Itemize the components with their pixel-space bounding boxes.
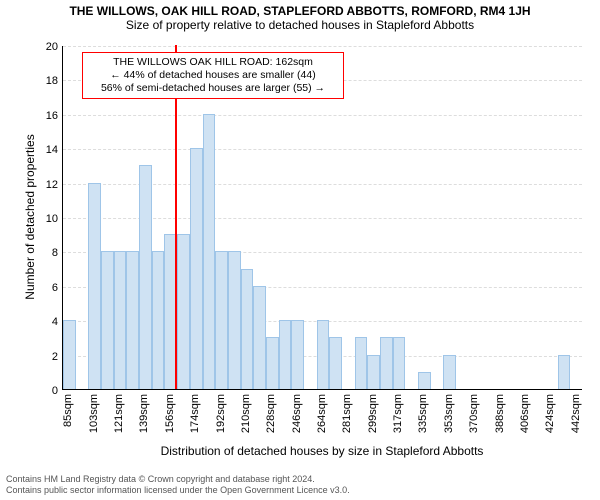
histogram-bar: [177, 234, 190, 389]
histogram-bar: [228, 251, 241, 389]
x-tick-label: 370sqm: [468, 394, 480, 433]
annotation-line: ← 44% of detached houses are smaller (44…: [88, 69, 338, 82]
x-tick-label: 139sqm: [138, 394, 150, 433]
x-tick-label: 335sqm: [417, 394, 429, 433]
attribution-line-1: Contains HM Land Registry data © Crown c…: [6, 474, 594, 485]
x-tick-label: 264sqm: [316, 394, 328, 433]
histogram-bar: [279, 320, 292, 389]
x-tick-label: 424sqm: [544, 394, 556, 433]
histogram-bar: [393, 337, 406, 389]
x-tick-label: 156sqm: [164, 394, 176, 433]
x-axis-title: Distribution of detached houses by size …: [62, 444, 582, 458]
x-tick-label: 281sqm: [341, 394, 353, 433]
histogram-bar: [317, 320, 330, 389]
histogram-bar: [291, 320, 304, 389]
x-tick-label: 210sqm: [240, 394, 252, 433]
gridline: [63, 46, 582, 47]
gridline: [63, 149, 582, 150]
x-tick-label: 246sqm: [291, 394, 303, 433]
histogram-bar: [63, 320, 76, 389]
x-tick-label: 353sqm: [443, 394, 455, 433]
histogram-bar: [215, 251, 228, 389]
histogram-bar: [139, 165, 152, 389]
x-tick-label: 174sqm: [189, 394, 201, 433]
x-tick-label: 103sqm: [88, 394, 100, 433]
x-tick-label: 317sqm: [392, 394, 404, 433]
annotation-line: THE WILLOWS OAK HILL ROAD: 162sqm: [88, 56, 338, 69]
histogram-chart: 0246810121416182085sqm103sqm121sqm139sqm…: [0, 0, 600, 500]
histogram-bar: [418, 372, 431, 389]
histogram-bar: [329, 337, 342, 389]
x-tick-label: 388sqm: [494, 394, 506, 433]
x-tick-label: 121sqm: [113, 394, 125, 433]
histogram-bar: [88, 183, 101, 389]
histogram-bar: [152, 251, 165, 389]
histogram-bar: [241, 269, 254, 389]
histogram-bar: [101, 251, 114, 389]
histogram-bar: [203, 114, 216, 389]
x-tick-label: 442sqm: [570, 394, 582, 433]
x-tick-label: 228sqm: [265, 394, 277, 433]
x-tick-label: 299sqm: [367, 394, 379, 433]
histogram-bar: [253, 286, 266, 389]
histogram-bar: [114, 251, 127, 389]
histogram-bar: [380, 337, 393, 389]
x-tick-label: 85sqm: [62, 394, 74, 427]
attribution-line-2: Contains public sector information licen…: [6, 485, 594, 496]
gridline: [63, 115, 582, 116]
x-tick-label: 406sqm: [519, 394, 531, 433]
histogram-bar: [355, 337, 368, 389]
histogram-bar: [558, 355, 571, 389]
histogram-bar: [367, 355, 380, 389]
histogram-bar: [266, 337, 279, 389]
attribution: Contains HM Land Registry data © Crown c…: [0, 470, 600, 500]
histogram-bar: [190, 148, 203, 389]
histogram-bar: [126, 251, 139, 389]
histogram-bar: [443, 355, 456, 389]
x-tick-label: 192sqm: [215, 394, 227, 433]
annotation-line: 56% of semi-detached houses are larger (…: [88, 82, 338, 95]
y-axis-title: Number of detached properties: [23, 45, 37, 389]
annotation-box: THE WILLOWS OAK HILL ROAD: 162sqm← 44% o…: [82, 52, 344, 99]
